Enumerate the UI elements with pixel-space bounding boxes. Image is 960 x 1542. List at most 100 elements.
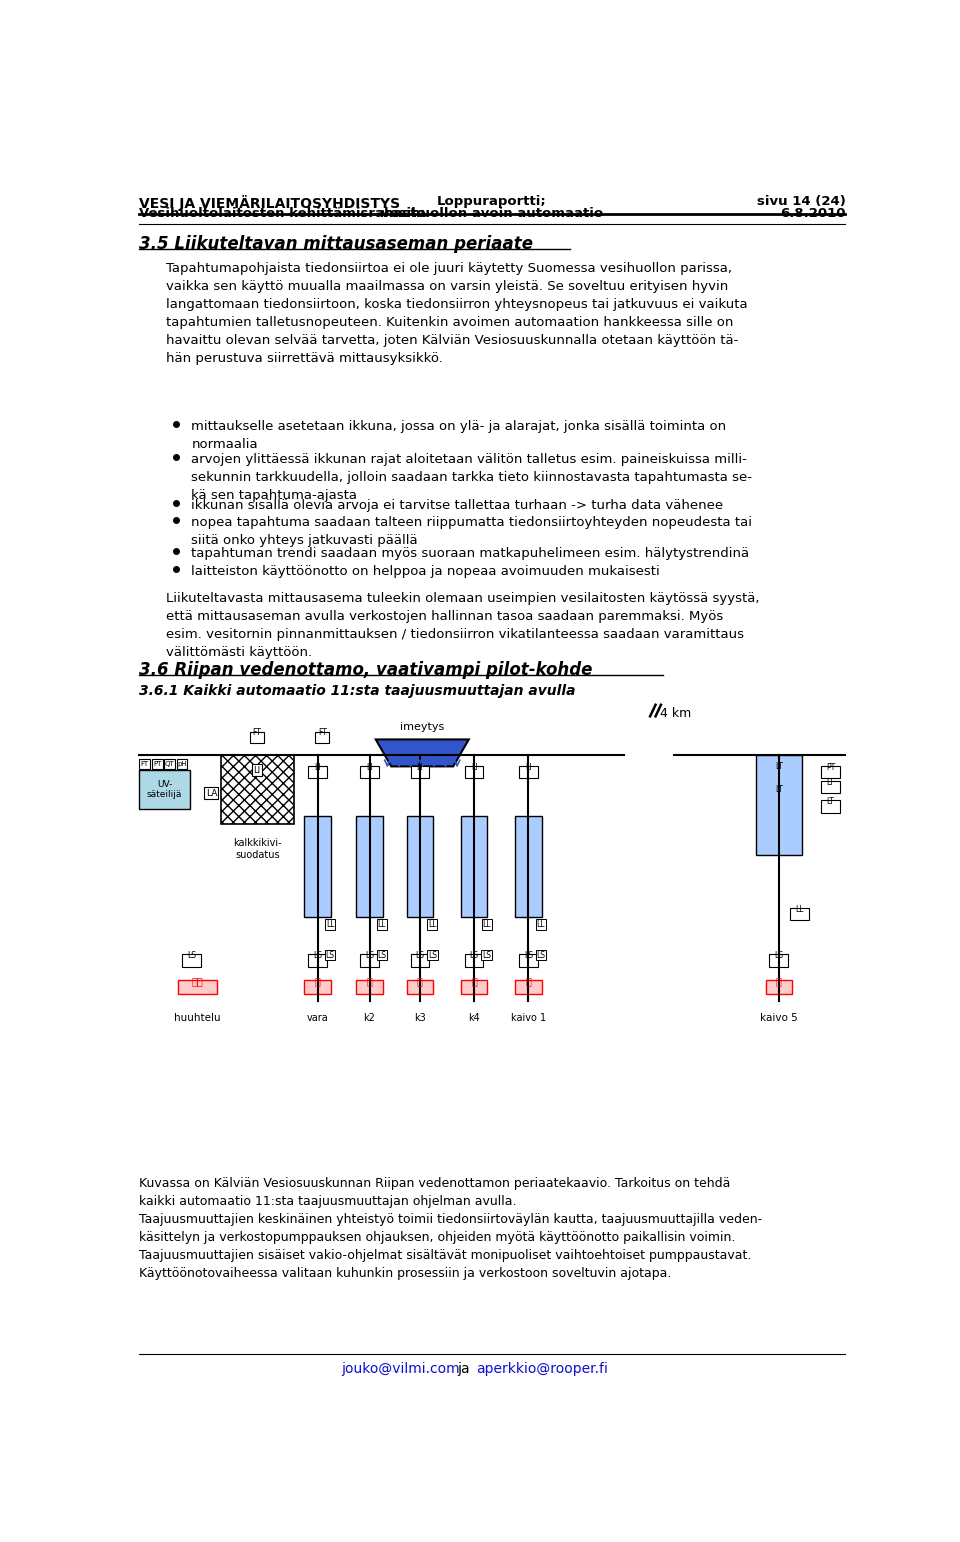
FancyBboxPatch shape bbox=[822, 780, 840, 793]
Text: pH: pH bbox=[178, 762, 187, 766]
FancyBboxPatch shape bbox=[411, 954, 429, 967]
Text: UV-
säteilijä: UV- säteilijä bbox=[147, 780, 182, 799]
Text: 汪: 汪 bbox=[315, 976, 321, 987]
FancyBboxPatch shape bbox=[465, 954, 484, 967]
FancyBboxPatch shape bbox=[461, 979, 488, 993]
Text: LS: LS bbox=[365, 951, 374, 961]
Text: LS: LS bbox=[775, 951, 783, 961]
FancyBboxPatch shape bbox=[251, 732, 264, 743]
Text: vesihuollon avoin automaatio: vesihuollon avoin automaatio bbox=[381, 207, 603, 219]
Text: LL: LL bbox=[325, 919, 334, 928]
Text: 汪: 汪 bbox=[776, 976, 781, 987]
FancyBboxPatch shape bbox=[407, 816, 433, 916]
Text: LS: LS bbox=[416, 951, 424, 961]
FancyBboxPatch shape bbox=[765, 979, 792, 993]
Text: k2: k2 bbox=[364, 1013, 375, 1022]
FancyBboxPatch shape bbox=[221, 756, 295, 823]
FancyBboxPatch shape bbox=[308, 954, 327, 967]
FancyBboxPatch shape bbox=[139, 771, 190, 808]
Text: kalkkikivi-
suodatus: kalkkikivi- suodatus bbox=[233, 837, 282, 859]
Text: 6.8.2010: 6.8.2010 bbox=[780, 207, 846, 219]
FancyBboxPatch shape bbox=[356, 816, 383, 916]
Text: kaivo 1: kaivo 1 bbox=[511, 1013, 546, 1022]
FancyBboxPatch shape bbox=[756, 756, 802, 854]
Text: LS: LS bbox=[377, 950, 387, 959]
Text: LL: LL bbox=[428, 919, 437, 928]
Text: LS: LS bbox=[524, 951, 533, 961]
Text: LL: LL bbox=[796, 905, 804, 914]
FancyBboxPatch shape bbox=[360, 766, 379, 779]
FancyBboxPatch shape bbox=[519, 766, 538, 779]
Text: 汪: 汪 bbox=[417, 976, 422, 987]
FancyBboxPatch shape bbox=[519, 954, 538, 967]
FancyBboxPatch shape bbox=[139, 760, 150, 769]
Text: k3: k3 bbox=[414, 1013, 426, 1022]
Text: FT: FT bbox=[141, 762, 149, 766]
Text: Vesihuoltolaitosten kehittämisrahasto: Vesihuoltolaitosten kehittämisrahasto bbox=[139, 207, 426, 219]
Text: LL: LL bbox=[377, 919, 386, 928]
Text: LS: LS bbox=[428, 950, 437, 959]
Text: LS: LS bbox=[469, 951, 479, 961]
Text: kaivo 5: kaivo 5 bbox=[760, 1013, 798, 1022]
Text: jouko@vilmi.com: jouko@vilmi.com bbox=[341, 1362, 460, 1375]
FancyBboxPatch shape bbox=[822, 766, 840, 779]
Text: vara: vara bbox=[307, 1013, 328, 1022]
Text: 汪: 汪 bbox=[471, 976, 477, 987]
FancyBboxPatch shape bbox=[152, 760, 162, 769]
Text: LS: LS bbox=[187, 951, 196, 961]
Text: ikkunan sisällä olevia arvoja ei tarvitse tallettaa turhaan -> turha data vähene: ikkunan sisällä olevia arvoja ei tarvits… bbox=[191, 500, 724, 512]
Text: LT: LT bbox=[827, 779, 834, 786]
FancyBboxPatch shape bbox=[770, 765, 788, 779]
Text: LI: LI bbox=[367, 763, 372, 773]
Text: 汪汪: 汪汪 bbox=[192, 976, 204, 987]
Text: Kuvassa on Kälviän Vesiosuuskunnan Riipan vedenottamon periaatekaavio. Tarkoitus: Kuvassa on Kälviän Vesiosuuskunnan Riipa… bbox=[139, 1177, 762, 1280]
Text: LI: LI bbox=[314, 763, 321, 773]
Text: mittaukselle asetetaan ikkuna, jossa on ylä- ja alarajat, jonka sisällä toiminta: mittaukselle asetetaan ikkuna, jossa on … bbox=[191, 419, 727, 450]
Text: PT: PT bbox=[826, 763, 835, 773]
Text: LT: LT bbox=[775, 762, 782, 771]
Text: LI: LI bbox=[253, 766, 261, 774]
Text: LI: LI bbox=[471, 763, 477, 773]
FancyBboxPatch shape bbox=[164, 760, 175, 769]
FancyBboxPatch shape bbox=[411, 766, 429, 779]
Text: LL: LL bbox=[537, 919, 545, 928]
Text: 3.6 Riipan vedenottamo, vaativampi pilot-kohde: 3.6 Riipan vedenottamo, vaativampi pilot… bbox=[139, 662, 592, 678]
Text: 汪: 汪 bbox=[367, 976, 372, 987]
Text: huuhtelu: huuhtelu bbox=[174, 1013, 221, 1022]
Text: 3.5 Liikuteltavan mittausaseman periaate: 3.5 Liikuteltavan mittausaseman periaate bbox=[139, 234, 534, 253]
FancyBboxPatch shape bbox=[304, 816, 331, 916]
Text: FT: FT bbox=[252, 728, 262, 737]
Text: LL: LL bbox=[482, 919, 491, 928]
Text: ja: ja bbox=[457, 1362, 469, 1375]
FancyBboxPatch shape bbox=[315, 732, 329, 743]
Text: LI: LI bbox=[417, 763, 423, 773]
FancyBboxPatch shape bbox=[182, 954, 201, 967]
Text: nopea tapahtuma saadaan talteen riippumatta tiedonsiirtoyhteyden nopeudesta tai
: nopea tapahtuma saadaan talteen riippuma… bbox=[191, 517, 753, 547]
Text: Tapahtumapohjaista tiedonsiirtoa ei ole juuri käytetty Suomessa vesihuollon pari: Tapahtumapohjaista tiedonsiirtoa ei ole … bbox=[166, 262, 748, 365]
Text: LA: LA bbox=[205, 790, 217, 797]
Text: QT: QT bbox=[165, 762, 175, 766]
Text: aperkkio@rooper.fi: aperkkio@rooper.fi bbox=[476, 1362, 609, 1375]
Text: LS: LS bbox=[313, 951, 323, 961]
FancyBboxPatch shape bbox=[516, 816, 541, 916]
Text: tapahtuman trendi saadaan myös suoraan matkapuhelimeen esim. hälytystrendinä: tapahtuman trendi saadaan myös suoraan m… bbox=[191, 547, 750, 560]
Text: 汪: 汪 bbox=[525, 976, 532, 987]
Text: LT: LT bbox=[775, 785, 782, 794]
Text: LS: LS bbox=[482, 950, 492, 959]
FancyBboxPatch shape bbox=[360, 954, 379, 967]
FancyBboxPatch shape bbox=[461, 816, 488, 916]
Text: PT: PT bbox=[153, 762, 161, 766]
Polygon shape bbox=[375, 740, 468, 766]
FancyBboxPatch shape bbox=[516, 979, 541, 993]
Text: VESI JA VIEMÄRILAITOSYHDISTYS: VESI JA VIEMÄRILAITOSYHDISTYS bbox=[139, 194, 400, 211]
Text: Liikuteltavasta mittausasema tuleekin olemaan useimpien vesilaitosten käytössä s: Liikuteltavasta mittausasema tuleekin ol… bbox=[166, 592, 760, 658]
FancyBboxPatch shape bbox=[770, 786, 788, 800]
Text: FT: FT bbox=[318, 728, 326, 737]
Text: imeytys: imeytys bbox=[400, 722, 444, 732]
Text: 4 km: 4 km bbox=[660, 708, 691, 720]
Text: LS: LS bbox=[325, 950, 334, 959]
FancyBboxPatch shape bbox=[407, 979, 433, 993]
Text: 3.6.1 Kaikki automaatio 11:sta taajuusmuuttajan avulla: 3.6.1 Kaikki automaatio 11:sta taajuusmu… bbox=[139, 685, 576, 699]
Text: LI: LI bbox=[525, 763, 532, 773]
Text: sivu 14 (24): sivu 14 (24) bbox=[756, 194, 846, 208]
